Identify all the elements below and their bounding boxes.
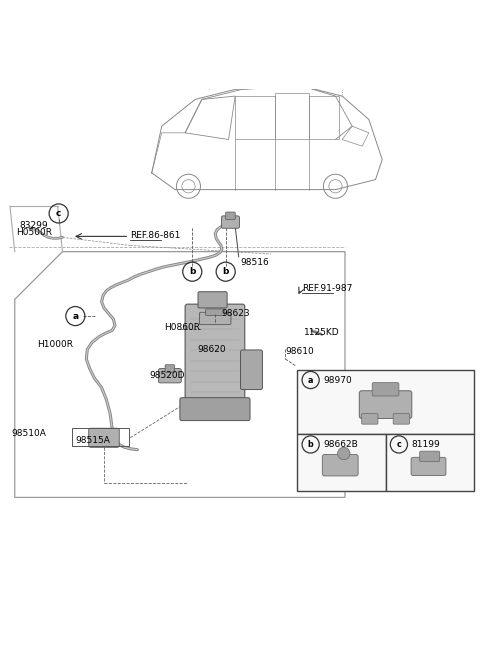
Bar — [72, 428, 129, 446]
Bar — [297, 434, 385, 491]
Text: H1000R: H1000R — [37, 340, 73, 349]
Text: 98510A: 98510A — [11, 430, 46, 438]
FancyBboxPatch shape — [221, 216, 240, 228]
FancyBboxPatch shape — [205, 309, 225, 316]
Circle shape — [337, 447, 350, 460]
FancyBboxPatch shape — [362, 414, 378, 424]
FancyBboxPatch shape — [393, 414, 409, 424]
Text: b: b — [223, 267, 229, 276]
FancyBboxPatch shape — [199, 312, 231, 325]
Text: 98515A: 98515A — [75, 436, 110, 445]
Text: 98610: 98610 — [285, 348, 314, 356]
FancyBboxPatch shape — [372, 382, 399, 396]
Text: 98620: 98620 — [197, 345, 226, 354]
Text: 98662B: 98662B — [324, 440, 358, 449]
Text: 98516: 98516 — [240, 258, 269, 266]
FancyBboxPatch shape — [411, 457, 446, 476]
Text: REF.86-861: REF.86-861 — [130, 232, 180, 240]
FancyBboxPatch shape — [185, 304, 245, 404]
FancyBboxPatch shape — [323, 455, 358, 476]
Text: a: a — [308, 375, 313, 384]
Bar — [297, 369, 474, 434]
FancyBboxPatch shape — [165, 365, 175, 373]
Text: 83299: 83299 — [19, 221, 48, 230]
Text: a: a — [72, 312, 78, 321]
Text: b: b — [189, 267, 195, 276]
FancyBboxPatch shape — [198, 292, 227, 308]
Text: 81199: 81199 — [412, 440, 441, 449]
Text: 1125KD: 1125KD — [304, 328, 340, 337]
Text: 98520D: 98520D — [149, 371, 185, 380]
Text: REF.91-987: REF.91-987 — [302, 284, 352, 293]
FancyBboxPatch shape — [360, 391, 412, 419]
Text: 98970: 98970 — [324, 375, 352, 384]
Text: c: c — [396, 440, 401, 449]
FancyBboxPatch shape — [240, 350, 263, 390]
FancyBboxPatch shape — [180, 398, 250, 420]
Bar — [385, 434, 474, 491]
Text: b: b — [308, 440, 313, 449]
Text: c: c — [56, 209, 61, 218]
FancyBboxPatch shape — [89, 428, 119, 447]
Text: H0500R: H0500R — [16, 228, 52, 237]
Text: 98623: 98623 — [221, 309, 250, 318]
FancyBboxPatch shape — [158, 369, 181, 383]
FancyBboxPatch shape — [226, 212, 235, 220]
Text: H0860R: H0860R — [164, 323, 200, 333]
FancyBboxPatch shape — [420, 451, 440, 462]
